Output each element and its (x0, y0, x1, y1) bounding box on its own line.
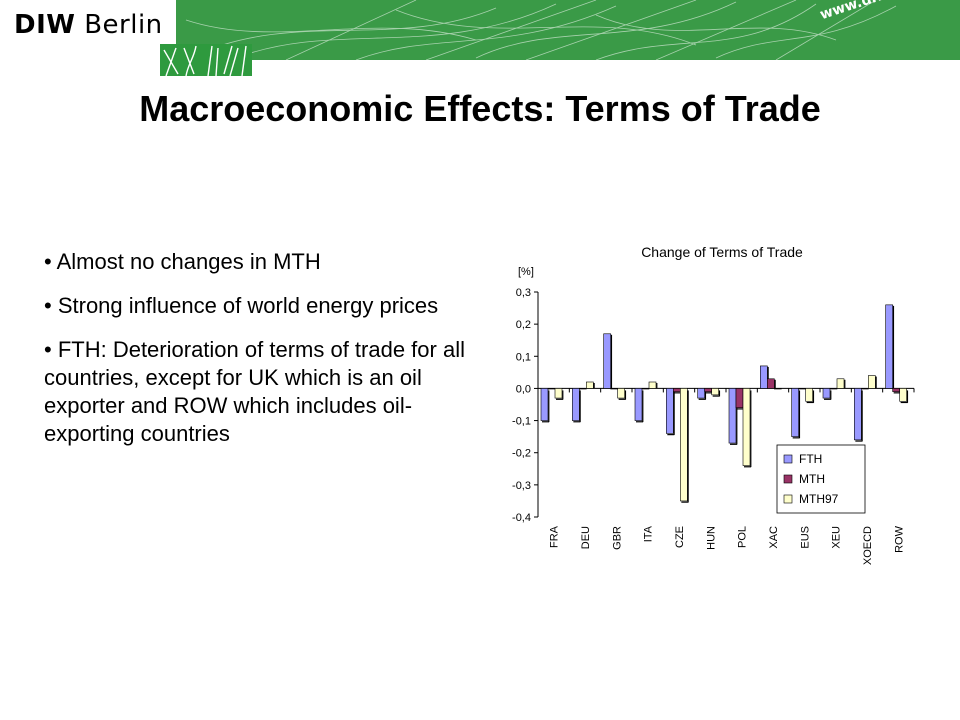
y-tick-label: -0,4 (512, 512, 531, 524)
logo-bold: DIW (14, 10, 76, 40)
y-tick-label: 0,0 (516, 383, 531, 395)
x-tick-label: XOECD (862, 526, 874, 565)
bar-mth97-gbr (617, 388, 625, 399)
bullet-item: • Almost no changes in MTH (44, 249, 321, 274)
bullet-item: • FTH: Deterioration of terms of trade f… (44, 337, 465, 446)
bullet-text: Strong influence of world energy prices (57, 293, 439, 318)
bar-fth-hun (697, 388, 705, 399)
legend-swatch-mth97 (783, 494, 793, 504)
bar-fth-fra (540, 388, 549, 421)
bar-fth-cze (666, 388, 674, 434)
bullet-text: FTH: Deterioration of terms of trade for… (44, 337, 465, 446)
bullet-list: • Almost no changes in MTH • Strong infl… (44, 248, 482, 464)
bar-mth97-pol (742, 388, 751, 466)
y-tick-label: -0,1 (512, 416, 531, 428)
y-tick-label: 0,3 (516, 287, 531, 299)
bar-fth-gbr (603, 333, 611, 389)
logo-rest: Berlin (84, 10, 163, 40)
chart-title: Change of Terms of Trade (641, 244, 803, 260)
x-tick-label: ITA (643, 525, 655, 542)
bar-mth-xeu (829, 388, 838, 390)
bar-mth97-row (899, 388, 907, 402)
bar-fth-xoecd (854, 388, 862, 441)
bar-mth97-cze (680, 388, 688, 502)
y-tick-label: 0,1 (516, 351, 531, 363)
legend-label-mth97: MTH97 (799, 492, 839, 506)
legend-swatch-fth (783, 454, 793, 464)
bar-mth-deu (579, 388, 587, 390)
bar-fth-ita (634, 388, 643, 421)
x-tick-label: POL (737, 526, 749, 548)
bar-mth-eus (798, 388, 806, 390)
diw-logo: DIW Berlin (14, 10, 163, 40)
legend-swatch-mth (783, 474, 793, 484)
y-tick-label: 0,2 (516, 319, 531, 331)
bar-mth-hun (704, 388, 712, 392)
y-tick-label: -0,2 (512, 448, 531, 460)
bar-fth-eus (791, 388, 799, 437)
terms-of-trade-chart: Change of Terms of Trade [%] 0,3 0,2 0,1 0,0 -… (512, 244, 915, 565)
bar-mth97-fra (554, 388, 563, 399)
x-tick-label: XAC (768, 526, 780, 549)
bar-mth-pol (735, 388, 744, 409)
x-tick-label: GBR (611, 526, 623, 550)
bar-fth-xac (760, 365, 768, 389)
bar-fth-row (885, 304, 893, 389)
bar-mth97-deu (586, 381, 594, 389)
y-tick-label: -0,3 (512, 480, 531, 492)
bar-mth-gbr (610, 388, 618, 390)
legend-label-mth: MTH (799, 472, 825, 486)
bar-mth-xac (767, 378, 775, 389)
bar-mth-ita (641, 388, 650, 390)
bar-mth97-xac (774, 388, 782, 390)
slide-title: Macroeconomic Effects: Terms of Trade (139, 88, 821, 129)
bar-mth97-eus (805, 388, 813, 402)
x-tick-label: FRA (549, 525, 561, 548)
bar-fth-deu (572, 388, 580, 421)
logo-pattern (160, 44, 252, 76)
bar-fth-pol (728, 388, 737, 444)
bar-mth-cze (673, 388, 681, 392)
x-tick-label: HUN (705, 526, 717, 550)
x-tick-label: EUS (799, 526, 811, 549)
bullet-text: Almost no changes in MTH (56, 249, 321, 274)
bar-mth-row (892, 388, 900, 392)
bar-fth-xeu (822, 388, 831, 399)
legend-label-fth: FTH (799, 452, 822, 466)
bullet-item: • Strong influence of world energy price… (44, 293, 439, 318)
x-tick-label: XEU (831, 526, 843, 549)
bar-mth-xoecd (861, 388, 869, 390)
bar-mth97-xeu (836, 378, 845, 389)
bar-mth97-xoecd (868, 375, 876, 389)
y-axis-label: [%] (518, 266, 534, 278)
bar-mth97-hun (711, 388, 719, 396)
x-tick-label: ROW (893, 525, 905, 553)
x-tick-label: CZE (674, 526, 686, 548)
bar-mth-fra (547, 388, 556, 390)
bar-mth97-ita (648, 381, 657, 389)
x-tick-label: DEU (580, 526, 592, 549)
header-banner (176, 0, 960, 60)
